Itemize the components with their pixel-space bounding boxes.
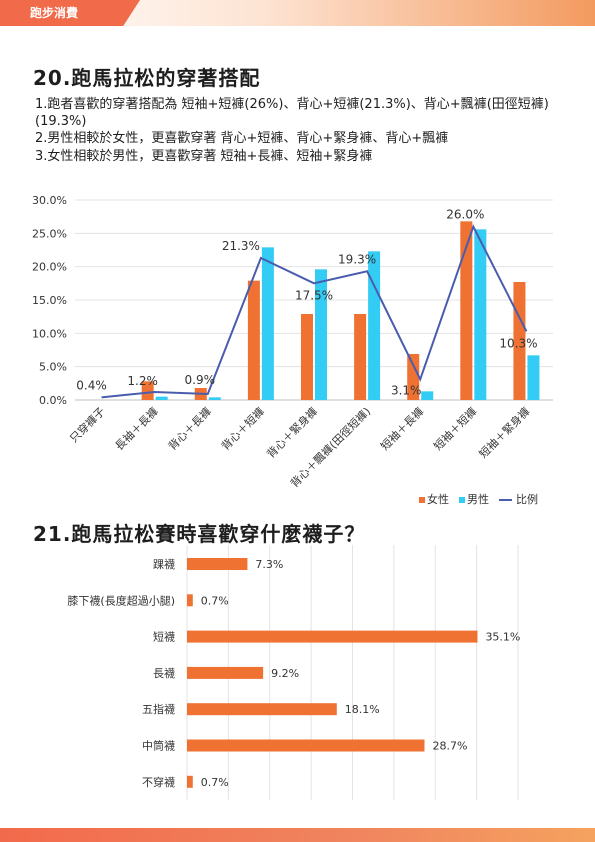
y-tick-label: 10.0%: [32, 327, 67, 340]
ratio-data-label: 21.3%: [222, 239, 260, 253]
bottom-banner: [0, 828, 595, 842]
y-tick-label: 15.0%: [32, 294, 67, 307]
ratio-data-label: 1.2%: [127, 374, 158, 388]
q20-notes: 1.跑者喜歡的穿著搭配為 短袖+短褲(26%)、背心+短褲(21.3%)、背心+…: [35, 97, 565, 166]
y-tick-label: 5.0%: [39, 361, 67, 374]
x-tick-label: 背心＋短褲: [218, 404, 267, 453]
bar: [187, 703, 337, 716]
outfit-chart: 0.0% 5.0% 10.0% 15.0% 20.0% 25.0% 30.0% 只穿褲子 長袖＋…: [32, 194, 553, 506]
bar: [187, 739, 425, 752]
q20-note-1: 1.跑者喜歡的穿著搭配為 短袖+短褲(26%)、背心+短褲(21.3%)、背心+…: [35, 97, 549, 129]
data-label: 9.2%: [271, 667, 299, 680]
category-label: 踝襪: [153, 558, 175, 571]
category-label: 五指襪: [142, 702, 175, 716]
bar-male: [155, 396, 168, 400]
bar-male: [208, 397, 221, 400]
ratio-data-label: 19.3%: [338, 252, 376, 266]
ratio-data-label: 26.0%: [446, 208, 484, 222]
legend-swatch-male: [459, 497, 465, 503]
y-tick-label: 20.0%: [32, 261, 67, 274]
bar-female: [354, 314, 367, 400]
ratio-data-label: 0.9%: [185, 373, 216, 387]
section-tab: 跑步消費: [0, 0, 140, 26]
bar-female: [460, 221, 473, 400]
category-label: 膝下襪(長度超過小腿): [67, 593, 175, 607]
data-label: 35.1%: [485, 631, 520, 644]
category-label: 中筒襪: [142, 739, 175, 753]
data-label: 18.1%: [345, 703, 380, 716]
y-tick-label: 30.0%: [32, 194, 67, 207]
bar: [187, 775, 193, 788]
ratio-line: [101, 224, 528, 399]
bar-male: [368, 251, 381, 400]
legend-label-ratio: 比例: [516, 492, 538, 506]
x-tick-label: 短袖＋長褲: [378, 404, 427, 453]
bar-male: [527, 355, 540, 400]
bar: [187, 630, 478, 643]
category-label: 短襪: [153, 630, 175, 644]
bar-male: [421, 391, 434, 400]
bar-male: [315, 269, 327, 400]
q20-note-3: 3.女性相較於男性，更喜歡穿著 短袖+長褲、短袖+緊身褲: [35, 148, 373, 164]
y-tick-label: 0.0%: [39, 394, 67, 407]
legend-swatch-female: [419, 497, 425, 503]
bar: [187, 666, 264, 679]
category-label: 不穿襪: [142, 775, 175, 789]
ratio-data-label: 3.1%: [391, 383, 422, 397]
bar: [187, 594, 193, 607]
data-label: 0.7%: [201, 594, 229, 607]
q21-title: 21.跑馬拉松賽時喜歡穿什麼襪子？: [33, 522, 366, 546]
x-tick-label: 背心＋緊身褲: [264, 404, 321, 461]
socks-chart: 踝襪 7.3% 膝下襪(長度超過小腿) 0.7% 短襪 35.1% 長襪 9.2% 五指襪 18.…: [67, 545, 520, 800]
x-tick-label: 長袖＋長褲: [112, 404, 161, 453]
ratio-data-label: 17.5%: [295, 288, 333, 302]
data-label: 28.7%: [432, 740, 467, 753]
y-tick-label: 25.0%: [32, 227, 67, 240]
q20-note-2: 2.男性相較於女性，更喜歡穿著 背心+短褲、背心+緊身褲、背心+飄褲: [35, 131, 449, 146]
bar-male: [261, 247, 274, 400]
bar-female: [247, 280, 260, 400]
x-tick-label: 短袖＋緊身褲: [476, 404, 533, 461]
x-tick-label: 只穿褲子: [67, 404, 108, 445]
x-tick-label: 背心＋長褲: [165, 404, 214, 453]
data-label: 0.7%: [201, 776, 229, 789]
legend-label-male: 男性: [467, 492, 489, 506]
q20-title: 20.跑馬拉松的穿著搭配: [33, 66, 261, 90]
bar-female: [407, 354, 420, 400]
bar-female: [141, 381, 154, 400]
ratio-data-label: 10.3%: [499, 336, 537, 350]
data-label: 7.3%: [255, 558, 283, 571]
x-tick-label: 短袖＋短褲: [431, 404, 480, 453]
legend-label-female: 女性: [427, 492, 449, 506]
bar-male: [474, 229, 487, 400]
category-label: 長襪: [153, 667, 175, 680]
bar: [187, 558, 248, 570]
bar-female: [301, 314, 313, 400]
ratio-data-label: 0.4%: [76, 378, 107, 392]
